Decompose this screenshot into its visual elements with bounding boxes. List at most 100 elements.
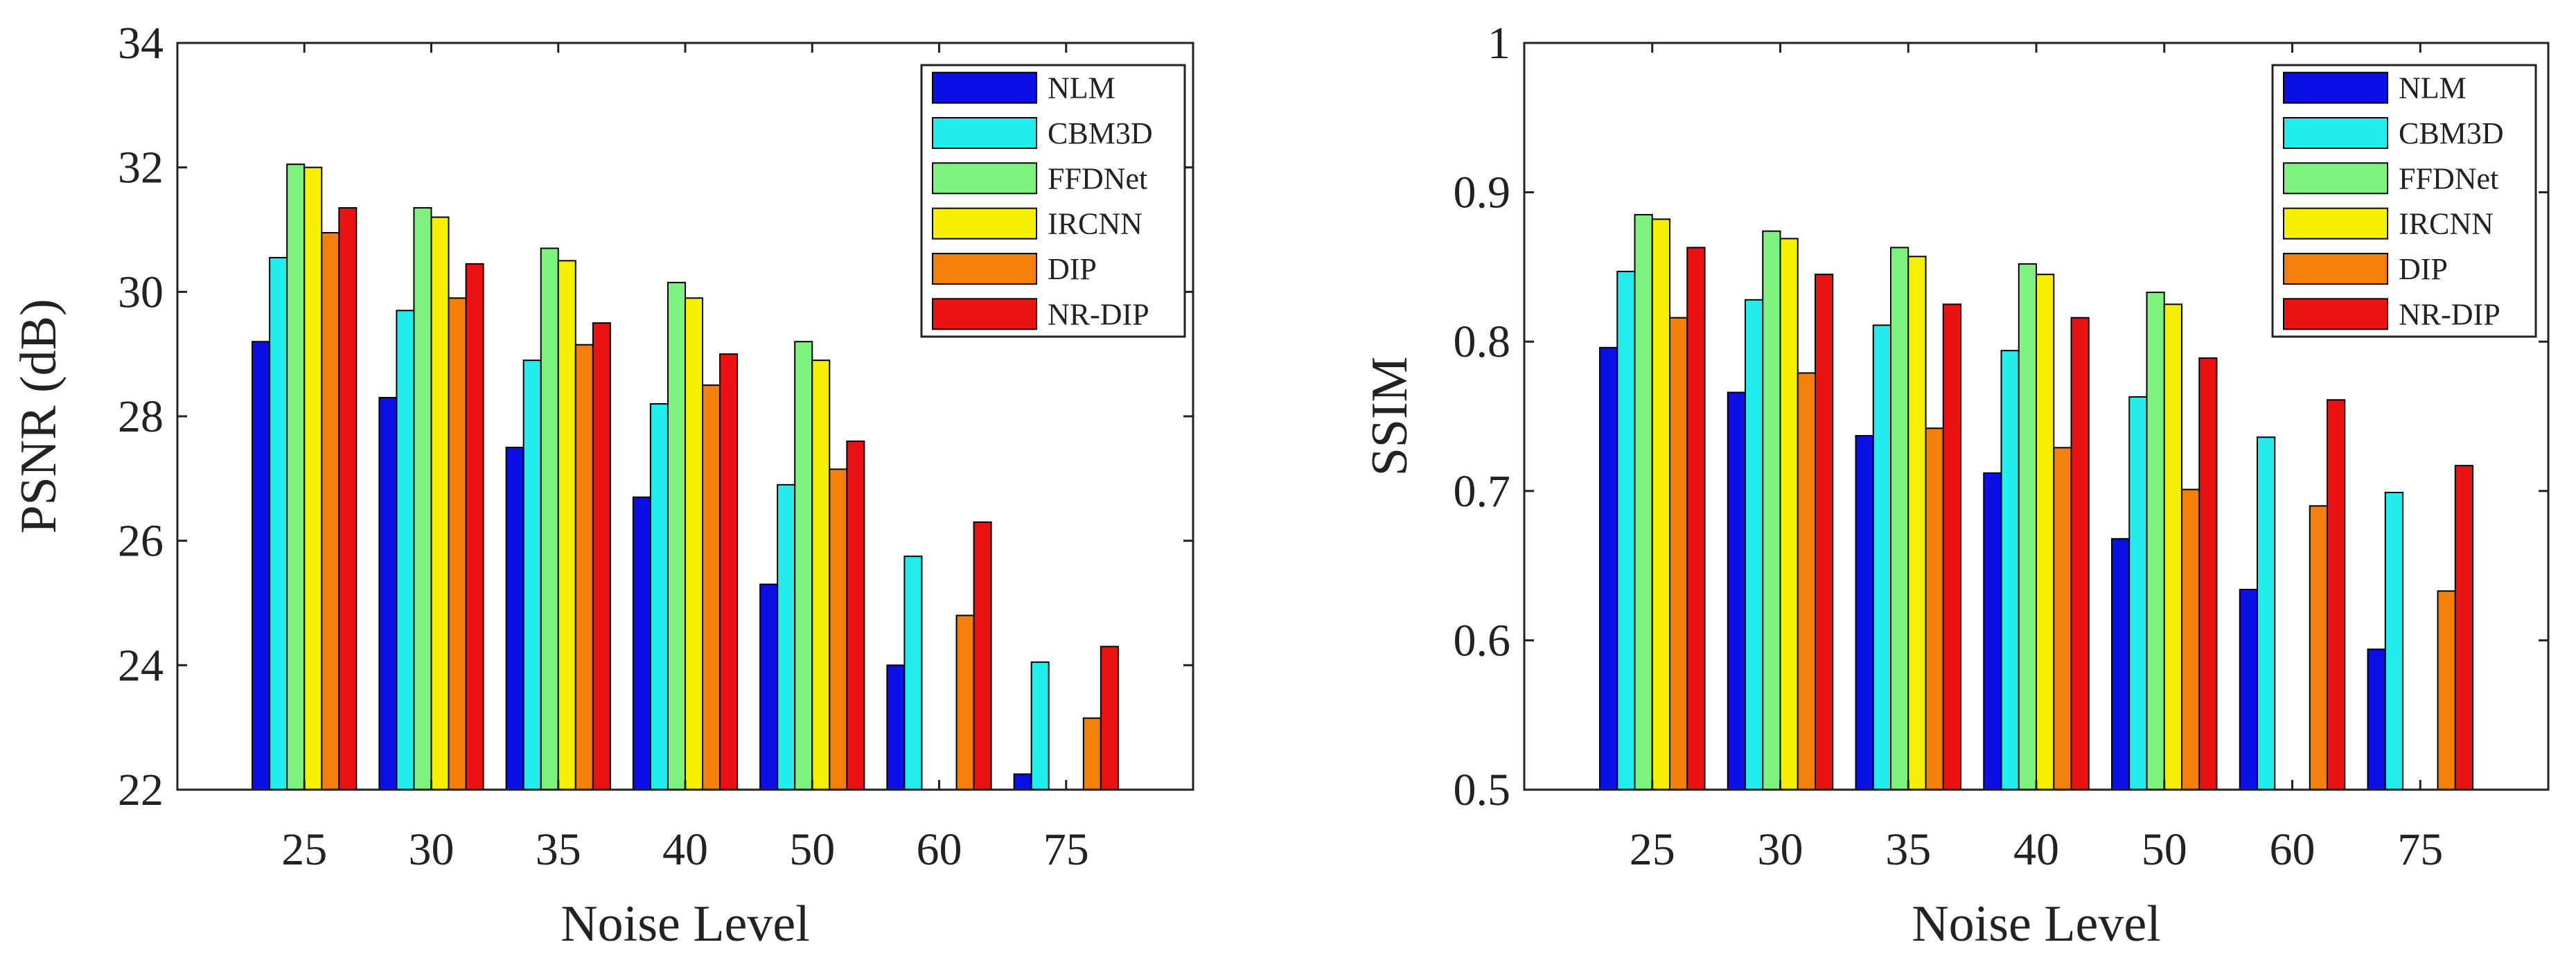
bar-dip-50 xyxy=(829,468,848,790)
bar-nr-dip-50 xyxy=(846,440,865,790)
x-tick-label: 25 xyxy=(281,824,327,875)
legend-swatch-ffdnet xyxy=(932,162,1037,195)
bar-cbm3d-40 xyxy=(649,403,669,790)
legend-label-ffdnet: FFDNet xyxy=(2399,161,2498,195)
bar-ircnn-25 xyxy=(1651,218,1670,791)
legend-swatch-nr-dip xyxy=(932,298,1037,330)
x-tick-label: 60 xyxy=(2270,824,2315,875)
bar-nlm-50 xyxy=(2111,538,2131,790)
bar-nr-dip-60 xyxy=(973,521,992,790)
bar-cbm3d-35 xyxy=(522,360,542,790)
bar-cbm3d-75 xyxy=(2384,491,2403,791)
y-ticks: 22 24 26 28 30 32 34 xyxy=(118,18,1193,815)
legend: NLM CBM3D FFDNet IRCNN DIP NR-DIP xyxy=(2271,64,2537,338)
legend-swatch-dip xyxy=(2283,253,2388,285)
bar-nlm-30 xyxy=(378,397,398,790)
bar-ircnn-30 xyxy=(1779,238,1799,790)
legend-swatch-dip xyxy=(932,253,1037,285)
x-ticks: 25 30 35 40 50 60 75 xyxy=(281,43,1089,875)
x-tick-label: 30 xyxy=(1758,824,1803,875)
bar-ffdnet-25 xyxy=(286,163,306,790)
legend-label-nlm: NLM xyxy=(2399,71,2467,105)
legend-label-ircnn: IRCNN xyxy=(1048,207,1143,241)
bar-nr-dip-75 xyxy=(1100,646,1119,790)
bar-dip-40 xyxy=(2053,447,2072,791)
bar-nlm-60 xyxy=(2239,589,2258,790)
y-tick-label: 26 xyxy=(118,516,164,567)
legend-label-nr-dip: NR-DIP xyxy=(1048,297,1149,331)
legend-swatch-cbm3d xyxy=(2283,117,2388,149)
y-tick-label: 34 xyxy=(118,18,164,69)
legend-swatch-nr-dip xyxy=(2283,298,2388,330)
bar-cbm3d-60 xyxy=(2257,436,2276,790)
y-tick-label: 22 xyxy=(118,765,164,815)
x-tick-label: 40 xyxy=(2013,824,2059,875)
bar-dip-25 xyxy=(321,231,340,790)
bar-dip-60 xyxy=(955,614,975,790)
bar-cbm3d-60 xyxy=(903,556,923,791)
x-tick-label: 25 xyxy=(1630,824,1675,875)
y-tick-label: 0.7 xyxy=(1454,466,1511,517)
bar-ircnn-30 xyxy=(430,216,450,790)
bar-dip-30 xyxy=(1797,372,1816,790)
bar-nr-dip-25 xyxy=(338,207,358,790)
bar-dip-50 xyxy=(2181,488,2200,790)
bar-ircnn-40 xyxy=(2036,274,2055,790)
bar-cbm3d-30 xyxy=(396,310,415,790)
x-tick-label: 50 xyxy=(2142,824,2187,875)
bar-cbm3d-50 xyxy=(777,484,796,790)
x-tick-label: 40 xyxy=(662,824,708,875)
bar-nlm-75 xyxy=(1013,773,1032,791)
bar-cbm3d-35 xyxy=(1872,324,1891,791)
y-axis-label: PSNR (dB) xyxy=(10,299,67,533)
y-tick-label: 0.5 xyxy=(1454,765,1511,815)
y-tick-label: 1 xyxy=(1488,18,1510,69)
y-ticks: 0.5 0.6 0.7 0.8 0.9 1 xyxy=(1454,18,2548,815)
legend-swatch-cbm3d xyxy=(932,117,1037,149)
bar-nlm-75 xyxy=(2367,648,2386,791)
bar-ircnn-50 xyxy=(811,360,831,790)
bar-ircnn-35 xyxy=(1907,256,1927,790)
bar-dip-35 xyxy=(1925,427,1944,790)
chart-psnr: 22 24 26 28 30 32 34 25 30 35 40 50 60 75 Noise Level P… xyxy=(10,18,1194,952)
bar-ffdnet-50 xyxy=(794,341,813,790)
bar-cbm3d-25 xyxy=(1616,270,1636,790)
bar-cbm3d-25 xyxy=(269,256,288,791)
bar-nr-dip-30 xyxy=(465,263,484,791)
x-tick-label: 30 xyxy=(409,824,455,875)
y-tick-label: 0.9 xyxy=(1454,168,1511,218)
legend-box xyxy=(920,64,1186,338)
legend: NLM CBM3D FFDNet IRCNN DIP NR-DIP xyxy=(920,64,1186,338)
bar-nr-dip-25 xyxy=(1686,247,1706,790)
bar-ffdnet-35 xyxy=(1890,247,1909,790)
bar-nr-dip-40 xyxy=(2070,317,2090,790)
bar-cbm3d-40 xyxy=(2000,350,2020,790)
x-tick-label: 75 xyxy=(1043,824,1089,875)
x-axis-label: Noise Level xyxy=(561,896,810,952)
legend-swatch-ircnn xyxy=(932,207,1037,240)
bar-dip-25 xyxy=(1669,317,1688,790)
legend-swatch-nlm xyxy=(2283,71,2388,104)
bar-nr-dip-50 xyxy=(2198,357,2218,790)
y-tick-label: 32 xyxy=(118,143,164,193)
legend-label-cbm3d: CBM3D xyxy=(2399,116,2504,150)
legend-label-ffdnet: FFDNet xyxy=(1048,161,1147,195)
bar-ircnn-40 xyxy=(685,297,704,790)
legend-label-dip: DIP xyxy=(2399,252,2448,286)
bar-ffdnet-30 xyxy=(1762,230,1781,791)
bar-ircnn-50 xyxy=(2163,303,2182,790)
legend-label-nr-dip: NR-DIP xyxy=(2399,297,2500,331)
y-tick-label: 28 xyxy=(118,391,164,442)
y-tick-label: 0.8 xyxy=(1454,317,1511,367)
bar-cbm3d-75 xyxy=(1030,661,1050,791)
y-axis-label: SSIM xyxy=(1361,357,1418,477)
x-tick-label: 35 xyxy=(1885,824,1931,875)
y-tick-label: 30 xyxy=(118,267,164,317)
x-axis-label: Noise Level xyxy=(1912,896,2161,952)
bar-nr-dip-75 xyxy=(2454,465,2473,791)
x-ticks: 25 30 35 40 50 60 75 xyxy=(1630,43,2443,875)
bar-nr-dip-35 xyxy=(592,322,611,790)
bar-ffdnet-30 xyxy=(413,207,432,790)
bar-nlm-25 xyxy=(252,341,271,790)
